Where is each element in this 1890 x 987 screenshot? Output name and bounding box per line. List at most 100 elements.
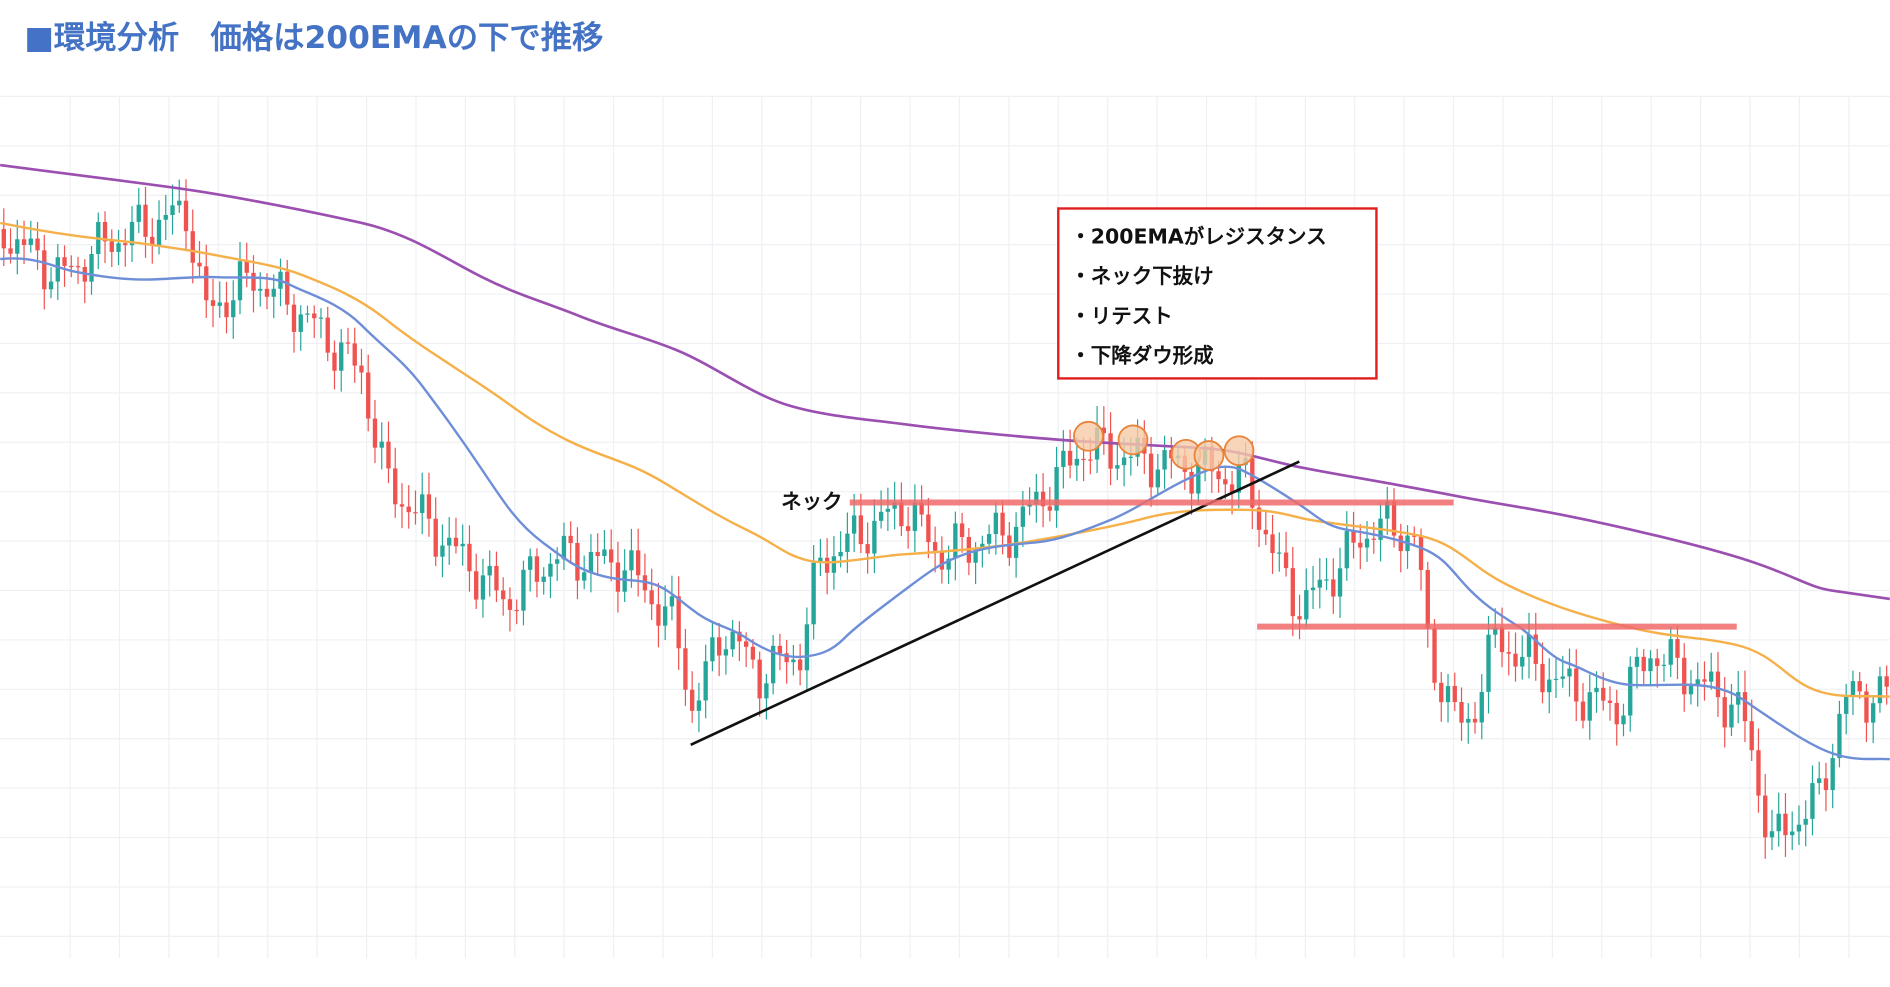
candle-body bbox=[413, 512, 418, 514]
candle-body bbox=[1526, 634, 1532, 657]
touch-circle bbox=[1073, 420, 1104, 452]
candle-body bbox=[1479, 691, 1484, 723]
candle-body bbox=[1776, 813, 1781, 832]
candle-body bbox=[251, 272, 256, 291]
candle-body bbox=[1236, 464, 1241, 493]
candle-body bbox=[1229, 484, 1235, 493]
candle-body bbox=[501, 590, 506, 600]
candle-body bbox=[156, 219, 162, 246]
candle-body bbox=[1310, 587, 1316, 591]
candle-body bbox=[1067, 450, 1073, 466]
candle-body bbox=[1371, 538, 1376, 540]
candle-body bbox=[1553, 678, 1559, 681]
candle-body bbox=[474, 571, 479, 600]
candle-body bbox=[1810, 783, 1815, 819]
annotation-item: ・リテスト bbox=[1070, 304, 1172, 328]
candle-body bbox=[676, 596, 681, 649]
candle-body bbox=[1216, 471, 1221, 480]
candle-body bbox=[770, 645, 776, 684]
candle-body bbox=[163, 214, 168, 220]
candle-body bbox=[1412, 535, 1417, 537]
candle-body bbox=[622, 570, 627, 592]
candle-body bbox=[420, 494, 425, 514]
candle-body bbox=[1061, 450, 1066, 468]
candle-body bbox=[1655, 658, 1660, 666]
candle-body bbox=[1155, 469, 1160, 488]
candle-body bbox=[912, 502, 918, 531]
candle-body bbox=[885, 508, 891, 512]
candle-body bbox=[1594, 687, 1599, 693]
candle-body bbox=[231, 300, 236, 318]
candle-body bbox=[878, 511, 884, 521]
candle-body bbox=[865, 544, 870, 554]
candle-body bbox=[959, 523, 965, 538]
candle-body bbox=[480, 575, 486, 600]
candle-body bbox=[777, 645, 783, 654]
candle-body bbox=[15, 239, 20, 254]
candle-body bbox=[838, 551, 843, 557]
candle-body bbox=[939, 550, 945, 570]
candle-body bbox=[1270, 534, 1275, 554]
candle-body bbox=[1695, 679, 1700, 686]
candle-body bbox=[1574, 668, 1579, 702]
candle-body bbox=[1445, 686, 1451, 703]
candle-body bbox=[298, 314, 303, 332]
candle-body bbox=[1162, 450, 1167, 470]
candle-body bbox=[1641, 656, 1646, 672]
candle-body bbox=[1520, 656, 1525, 667]
touch-circles bbox=[1073, 420, 1255, 471]
candle-body bbox=[224, 302, 229, 318]
candle-body bbox=[197, 262, 202, 267]
candle-body bbox=[1189, 471, 1194, 494]
candle-body bbox=[1587, 692, 1592, 721]
candle-body bbox=[1661, 664, 1667, 666]
candle-body bbox=[102, 221, 108, 242]
candle-body bbox=[649, 590, 654, 605]
candle-body bbox=[136, 204, 141, 222]
candle-body bbox=[1830, 758, 1835, 791]
candle-body bbox=[615, 562, 621, 592]
candle-body bbox=[359, 365, 364, 373]
candle-body bbox=[1675, 639, 1680, 658]
candle-body bbox=[845, 533, 850, 552]
candle-body bbox=[1277, 552, 1282, 554]
candle-body bbox=[899, 502, 904, 527]
candle-body bbox=[170, 205, 175, 215]
candle-body bbox=[1850, 681, 1856, 696]
candle-body bbox=[1864, 691, 1869, 723]
candle-body bbox=[123, 243, 128, 246]
candle-body bbox=[42, 250, 47, 290]
candle-body bbox=[1682, 657, 1687, 695]
candle-body bbox=[804, 624, 810, 671]
touch-circle bbox=[1117, 424, 1149, 456]
candle-body bbox=[258, 288, 263, 291]
candle-body bbox=[1459, 702, 1464, 723]
touch-circle bbox=[1223, 435, 1255, 467]
candle-body bbox=[1533, 634, 1538, 664]
candle-body bbox=[312, 313, 317, 319]
candle-body bbox=[993, 512, 999, 535]
candle-body bbox=[1621, 715, 1626, 725]
candle-body bbox=[426, 494, 432, 519]
candle-body bbox=[116, 243, 121, 252]
candle-body bbox=[696, 700, 702, 711]
annotation-item: ・200EMAがレジスタンス bbox=[1070, 224, 1326, 248]
candle-body bbox=[1317, 579, 1322, 588]
candle-body bbox=[1418, 536, 1424, 570]
candle-body bbox=[946, 558, 951, 570]
candle-body bbox=[723, 649, 729, 656]
annotation-item: ・ネック下抜け bbox=[1070, 264, 1213, 288]
candle-body bbox=[1, 228, 6, 249]
candle-body bbox=[953, 523, 958, 559]
candle-body bbox=[743, 641, 749, 647]
candle-body bbox=[1709, 671, 1714, 682]
candle-body bbox=[1297, 616, 1302, 620]
candle-body bbox=[737, 631, 742, 642]
candle-body bbox=[305, 313, 310, 315]
candle-body bbox=[447, 537, 452, 546]
candle-body bbox=[905, 526, 911, 531]
candle-body bbox=[932, 542, 938, 551]
candle-body bbox=[757, 659, 762, 699]
candle-body bbox=[534, 556, 540, 582]
